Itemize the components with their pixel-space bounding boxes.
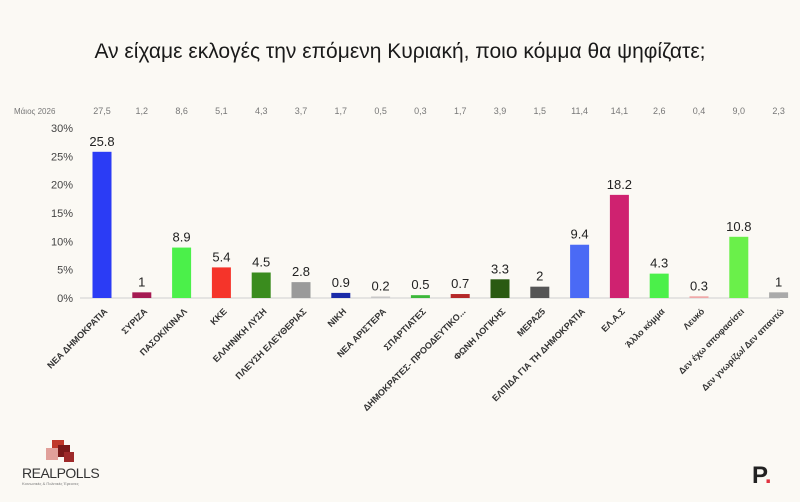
y-tick-label: 15% bbox=[51, 208, 73, 220]
bar bbox=[450, 294, 470, 298]
bar bbox=[609, 194, 629, 298]
x-tick-label: Δεν γνωρίζω/ Δεν απαντώ bbox=[700, 306, 787, 393]
p-logo: P. bbox=[752, 462, 772, 490]
bar-value-label: 1 bbox=[775, 274, 782, 289]
x-tick-label: ΠΛΕΥΣΗ ΕΛΕΥΘΕΡΙΑΣ bbox=[233, 306, 308, 381]
comparison-value: 4,3 bbox=[255, 106, 268, 116]
bar-value-label: 2 bbox=[536, 269, 543, 284]
bar-value-label: 0.3 bbox=[690, 278, 708, 293]
logo-wordmark: REALPOLLS bbox=[22, 465, 99, 481]
bar bbox=[649, 273, 669, 298]
comparison-value: 3,9 bbox=[494, 106, 507, 116]
realpolls-logo: REALPOLLS Κοινωνικές & Πολιτικές Έρευνες bbox=[20, 436, 140, 486]
x-tick-label: ΝΕΑ ΔΗΜΟΚΡΑΤΙΑ bbox=[45, 306, 110, 371]
bar-value-label: 9.4 bbox=[571, 227, 589, 242]
bar-value-label: 0.7 bbox=[451, 276, 469, 291]
comparison-value: 1,2 bbox=[136, 106, 149, 116]
bar bbox=[172, 247, 192, 298]
bar-value-label: 4.3 bbox=[650, 256, 668, 271]
logo-tagline: Κοινωνικές & Πολιτικές Έρευνες bbox=[22, 481, 79, 486]
p-logo-letter: P bbox=[752, 462, 765, 489]
x-tick-label: Δεν έχω αποφασίσει bbox=[676, 306, 746, 376]
y-tick-label: 5% bbox=[57, 265, 73, 277]
comparison-value: 14,1 bbox=[611, 106, 629, 116]
bar-value-label: 1 bbox=[138, 274, 145, 289]
comparison-value: 3,7 bbox=[295, 106, 308, 116]
bar bbox=[490, 279, 510, 298]
bar-value-label: 0.5 bbox=[411, 277, 429, 292]
bar bbox=[410, 295, 430, 298]
x-tick-label: ΝΙΚΗ bbox=[326, 306, 349, 329]
bar bbox=[570, 244, 590, 298]
comparison-row: Μάιος 2026 27,5 1,2 8,6 5,1 4,3 3,7 1,7 0,5 0,3 1,… bbox=[14, 106, 785, 116]
y-tick-label: 30% bbox=[51, 123, 73, 135]
x-tick-label: ΣΥΡΙΖΑ bbox=[120, 306, 150, 336]
bar-value-label: 0.9 bbox=[332, 275, 350, 290]
comparison-value: 1,7 bbox=[335, 106, 348, 116]
bar bbox=[92, 151, 112, 298]
comparison-value: 5,1 bbox=[215, 106, 228, 116]
logo-mark-icon bbox=[46, 440, 74, 462]
x-tick-label: ΜΕΡΑ25 bbox=[515, 306, 547, 338]
x-tick-label: ΚΚΕ bbox=[208, 306, 229, 327]
y-tick-label: 10% bbox=[51, 236, 73, 248]
bar bbox=[331, 292, 351, 298]
x-tick-label: Άλλο κόμμα bbox=[623, 306, 667, 350]
bar-value-label: 25.8 bbox=[89, 134, 114, 149]
comparison-value: 9,0 bbox=[733, 106, 746, 116]
comparison-value: 27,5 bbox=[93, 106, 111, 116]
comparison-value: 0,3 bbox=[414, 106, 427, 116]
bar bbox=[769, 292, 789, 298]
bar-value-label: 8.9 bbox=[173, 230, 191, 245]
comparison-value: 11,4 bbox=[571, 106, 588, 116]
bar-value-label: 18.2 bbox=[607, 177, 632, 192]
chart-title: Αν είχαμε εκλογές την επόμενη Κυριακή, π… bbox=[94, 40, 706, 63]
bars bbox=[92, 151, 789, 298]
bar bbox=[291, 282, 311, 298]
bar bbox=[729, 236, 749, 298]
bar bbox=[689, 296, 709, 298]
bar-value-label: 0.2 bbox=[372, 279, 390, 294]
value-labels: 25.8 1 8.9 5.4 4.5 2.8 0.9 0.2 0.5 0.7 3.3 2 9.4 18.2… bbox=[89, 134, 782, 294]
y-tick-label: 25% bbox=[51, 151, 73, 163]
bar-value-label: 4.5 bbox=[252, 255, 270, 270]
bar-value-label: 2.8 bbox=[292, 264, 310, 279]
bar bbox=[530, 286, 550, 298]
bar bbox=[211, 267, 231, 298]
comparison-value: 1,5 bbox=[534, 106, 547, 116]
comparison-value: 2,6 bbox=[653, 106, 666, 116]
bar-value-label: 10.8 bbox=[726, 219, 751, 234]
p-logo-dot: . bbox=[764, 462, 772, 489]
bar bbox=[132, 292, 152, 298]
bar bbox=[251, 272, 271, 298]
comparison-value: 8,6 bbox=[175, 106, 188, 116]
comparison-value: 1,7 bbox=[454, 106, 467, 116]
bar bbox=[371, 296, 391, 298]
x-tick-label: ΕΛ.Α.Σ bbox=[599, 306, 627, 334]
y-tick-label: 20% bbox=[51, 180, 73, 192]
y-axis: 30% 25% 20% 15% 10% 5% 0% bbox=[51, 123, 73, 305]
comparison-value: 0,5 bbox=[374, 106, 387, 116]
bar-value-label: 5.4 bbox=[212, 249, 230, 264]
y-tick-label: 0% bbox=[57, 293, 73, 305]
bar-value-label: 3.3 bbox=[491, 261, 509, 276]
comparison-label: Μάιος 2026 bbox=[14, 107, 56, 116]
x-tick-label: Λευκό bbox=[681, 306, 707, 332]
comparison-value: 2,3 bbox=[772, 106, 785, 116]
comparison-value: 0,4 bbox=[693, 106, 706, 116]
